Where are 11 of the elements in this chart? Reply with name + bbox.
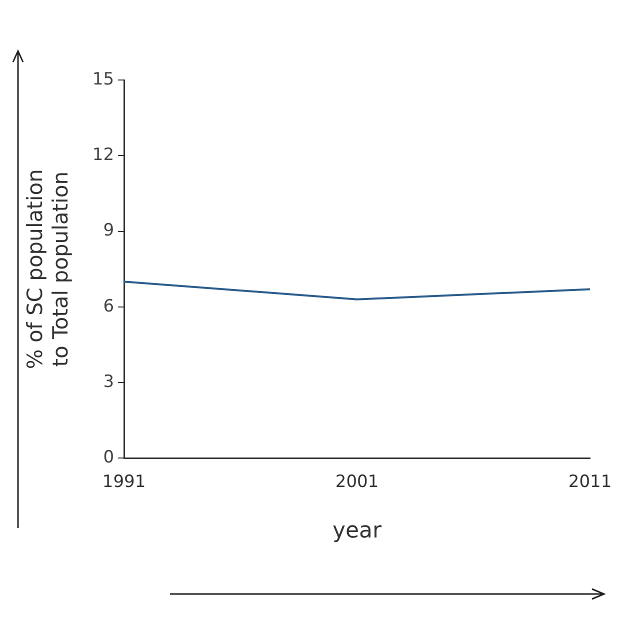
x-tick-label: 1991: [102, 472, 146, 492]
y-axis-title: % of SC population to Total population: [23, 169, 72, 370]
y-tick-label: 0: [103, 448, 114, 468]
y-tick-label: 12: [92, 145, 114, 166]
x-tick-label: 2001: [335, 472, 379, 492]
x-axis-title: year: [332, 518, 383, 544]
y-tick-label: 3: [103, 372, 114, 392]
x-tick-label: 2011: [568, 472, 612, 492]
y-tick-label: 15: [92, 69, 114, 90]
y-tick-label: 9: [103, 220, 114, 241]
y-tick-label: 6: [103, 296, 114, 316]
